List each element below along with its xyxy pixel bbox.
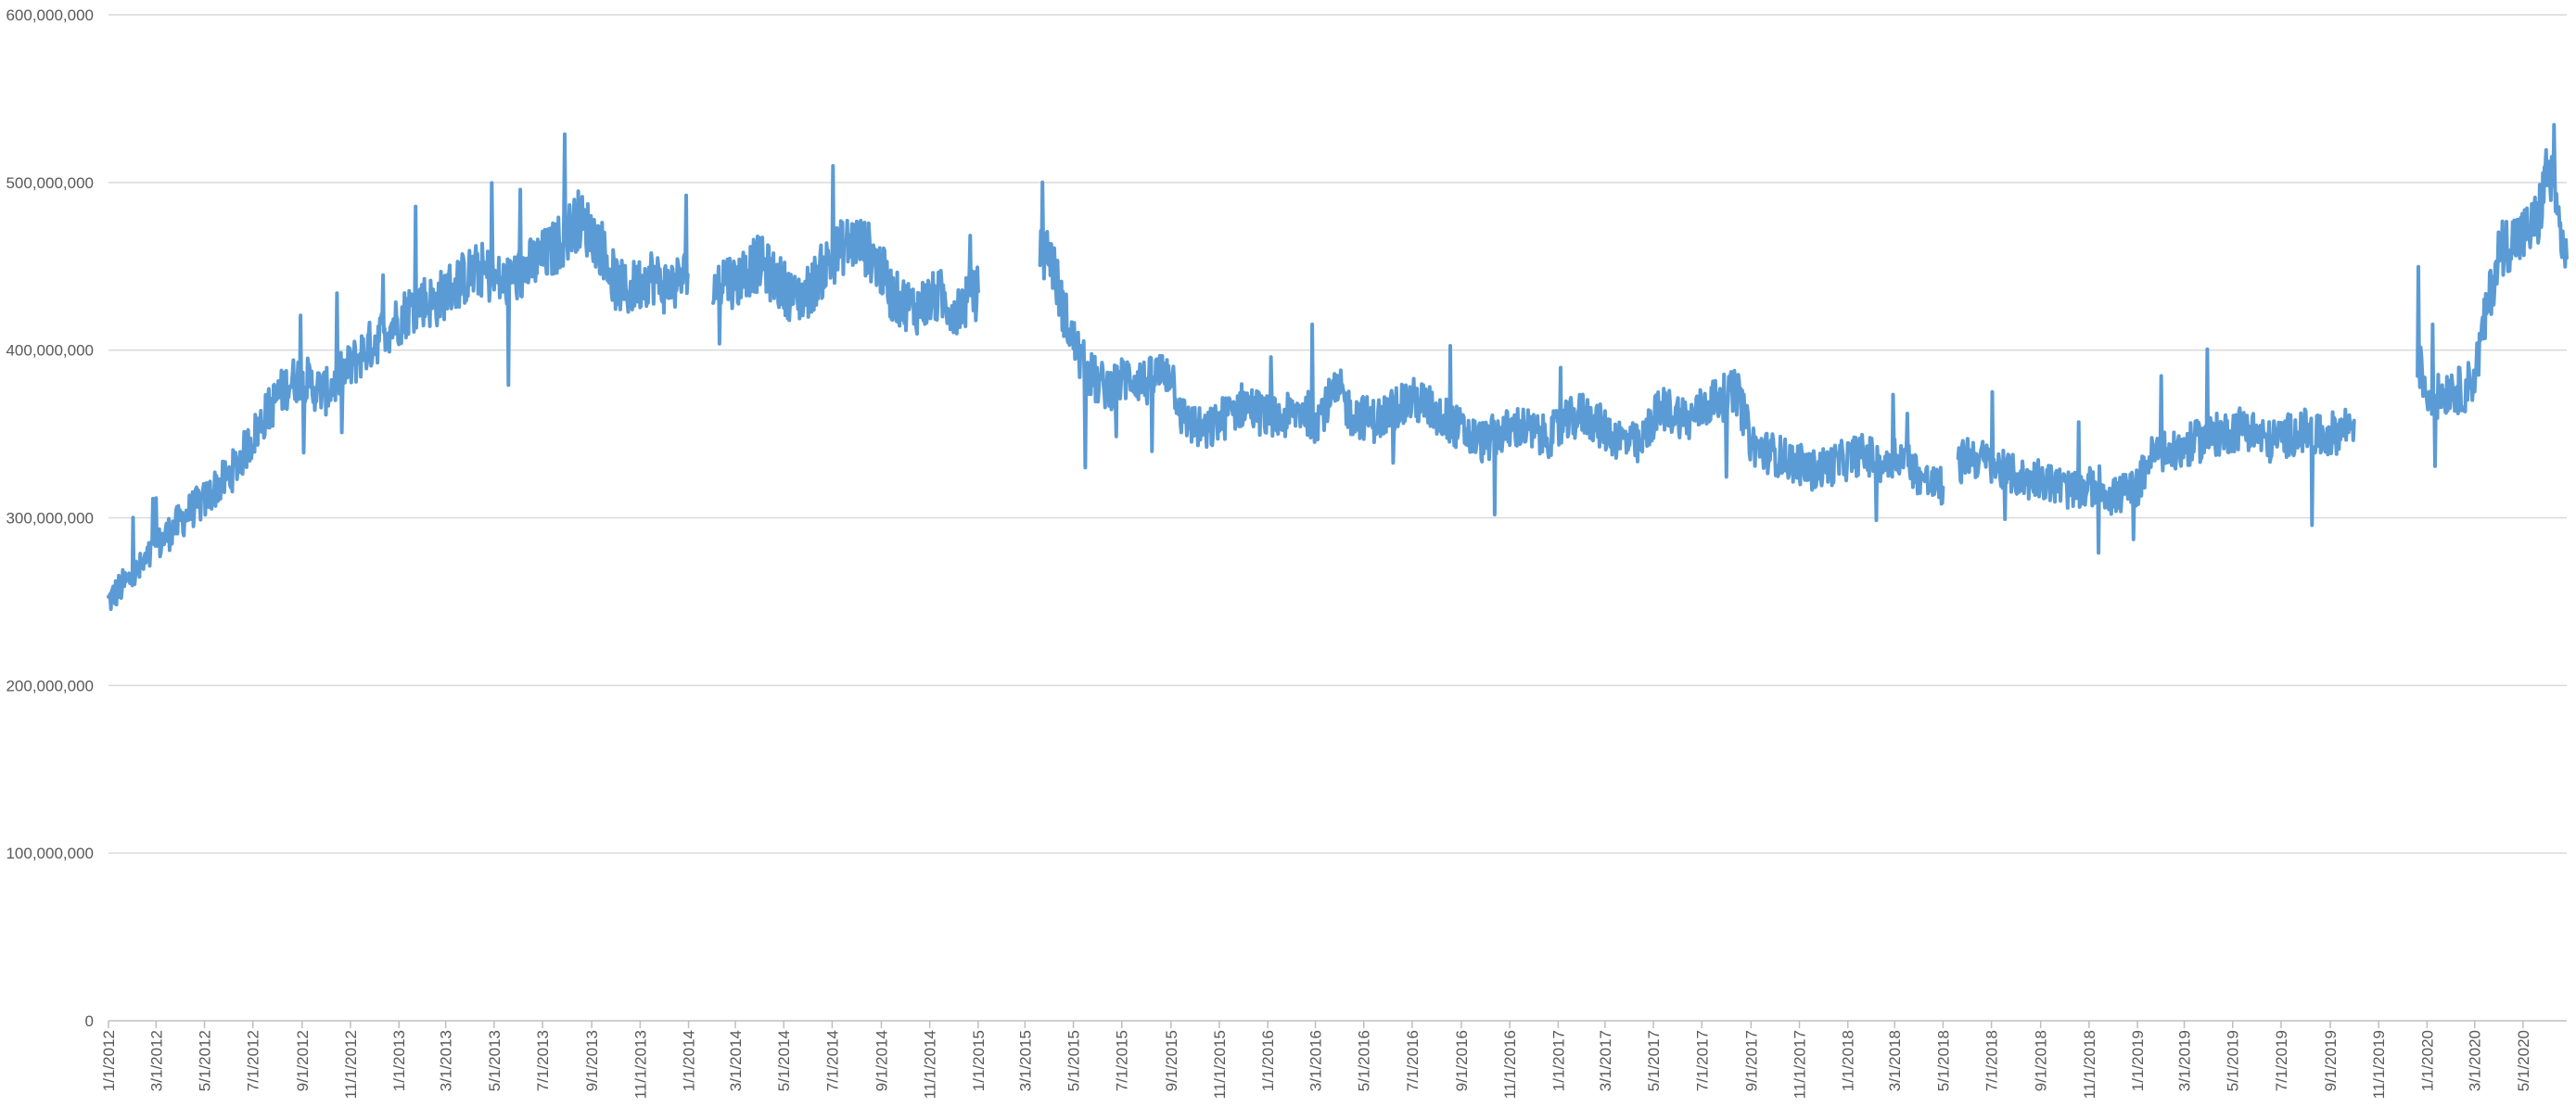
x-tick-label: 3/1/2019 (2176, 1030, 2194, 1091)
x-tick-label: 9/1/2019 (2322, 1030, 2340, 1091)
y-tick-label: 200,000,000 (6, 677, 94, 694)
x-tick-label: 3/1/2012 (147, 1030, 165, 1091)
x-tick-label: 9/1/2015 (1163, 1030, 1180, 1091)
x-tick-label: 11/1/2014 (922, 1030, 939, 1099)
x-tick-label: 7/1/2017 (1693, 1030, 1711, 1091)
x-tick-label: 7/1/2018 (1983, 1030, 2001, 1091)
x-tick-label: 5/1/2012 (197, 1030, 214, 1091)
series-line-segment (107, 132, 690, 611)
x-tick-label: 11/1/2013 (631, 1030, 649, 1099)
x-tick-label: 9/1/2018 (2033, 1030, 2050, 1091)
x-tick-label: 5/1/2016 (1356, 1030, 1373, 1091)
x-tick-label: 9/1/2014 (873, 1030, 890, 1091)
x-tick-label: 11/1/2017 (1792, 1030, 1809, 1099)
series-line (107, 122, 2569, 611)
x-tick-label: 5/1/2017 (1645, 1030, 1663, 1091)
x-tick-label: 1/1/2015 (970, 1030, 988, 1091)
x-tick-label: 3/1/2016 (1307, 1030, 1325, 1091)
series-line-segment (711, 164, 980, 346)
y-tick-label: 400,000,000 (6, 342, 94, 360)
x-tick-label: 3/1/2018 (1886, 1030, 1904, 1091)
x-tick-label: 9/1/2017 (1742, 1030, 1760, 1091)
x-tick-label: 5/1/2019 (2225, 1030, 2242, 1091)
x-tick-label: 11/1/2015 (1211, 1030, 1229, 1099)
x-tick-label: 3/1/2014 (727, 1030, 745, 1091)
x-tick-label: 1/1/2017 (1549, 1030, 1567, 1091)
x-tick-label: 11/1/2012 (342, 1030, 360, 1099)
x-tick-label: 7/1/2016 (1404, 1030, 1422, 1091)
x-tick-label: 5/1/2018 (1934, 1030, 1952, 1091)
x-tick-label: 1/1/2012 (100, 1030, 118, 1091)
x-tick-label: 7/1/2014 (823, 1030, 841, 1091)
x-tick-label: 3/1/2015 (1016, 1030, 1034, 1091)
series-line-segment (1038, 180, 1945, 523)
x-tick-label: 5/1/2013 (486, 1030, 504, 1091)
y-tick-label: 0 (85, 1012, 94, 1030)
x-tick-label: 5/1/2015 (1065, 1030, 1083, 1091)
x-tick-label: 7/1/2019 (2273, 1030, 2290, 1091)
x-tick-label: 9/1/2012 (294, 1030, 312, 1091)
x-tick-label: 5/1/2020 (2515, 1030, 2532, 1091)
x-tick-label: 11/1/2018 (2081, 1030, 2098, 1099)
x-tick-label: 7/1/2012 (245, 1030, 262, 1091)
x-tick-label: 11/1/2016 (1501, 1030, 1519, 1099)
x-tick-label: 3/1/2017 (1597, 1030, 1614, 1091)
x-tick-label: 1/1/2013 (390, 1030, 408, 1091)
x-tick-label: 1/1/2016 (1259, 1030, 1277, 1091)
y-tick-label: 500,000,000 (6, 174, 94, 192)
x-tick-label: 1/1/2018 (1840, 1030, 1857, 1091)
series-line-segment (2416, 122, 2569, 468)
x-tick-label: 5/1/2014 (775, 1030, 793, 1091)
x-tick-label: 7/1/2013 (534, 1030, 552, 1091)
x-tick-label: 3/1/2020 (2467, 1030, 2484, 1091)
gridlines (108, 14, 2567, 854)
x-tick-label: 9/1/2016 (1453, 1030, 1471, 1091)
x-tick-label: 1/1/2014 (681, 1030, 698, 1091)
x-axis: 1/1/2012 3/1/2012 5/1/2012 7/1/2012 9/1/2012… (100, 1020, 2567, 1099)
x-tick-label: 11/1/2019 (2370, 1030, 2388, 1099)
x-tick-label: 3/1/2013 (438, 1030, 455, 1091)
series-line-segment (1956, 347, 2356, 555)
y-tick-label: 600,000,000 (6, 6, 94, 24)
y-tick-label: 300,000,000 (6, 510, 94, 528)
x-tick-label: 1/1/2020 (2418, 1030, 2436, 1091)
x-tick-label: 9/1/2013 (583, 1030, 601, 1091)
y-axis: 0 100,000,000 200,000,000 300,000,000 400,00… (6, 6, 94, 1030)
x-tick-label: 1/1/2019 (2129, 1030, 2147, 1091)
y-tick-label: 100,000,000 (6, 845, 94, 862)
x-tick-label: 7/1/2015 (1114, 1030, 1131, 1091)
